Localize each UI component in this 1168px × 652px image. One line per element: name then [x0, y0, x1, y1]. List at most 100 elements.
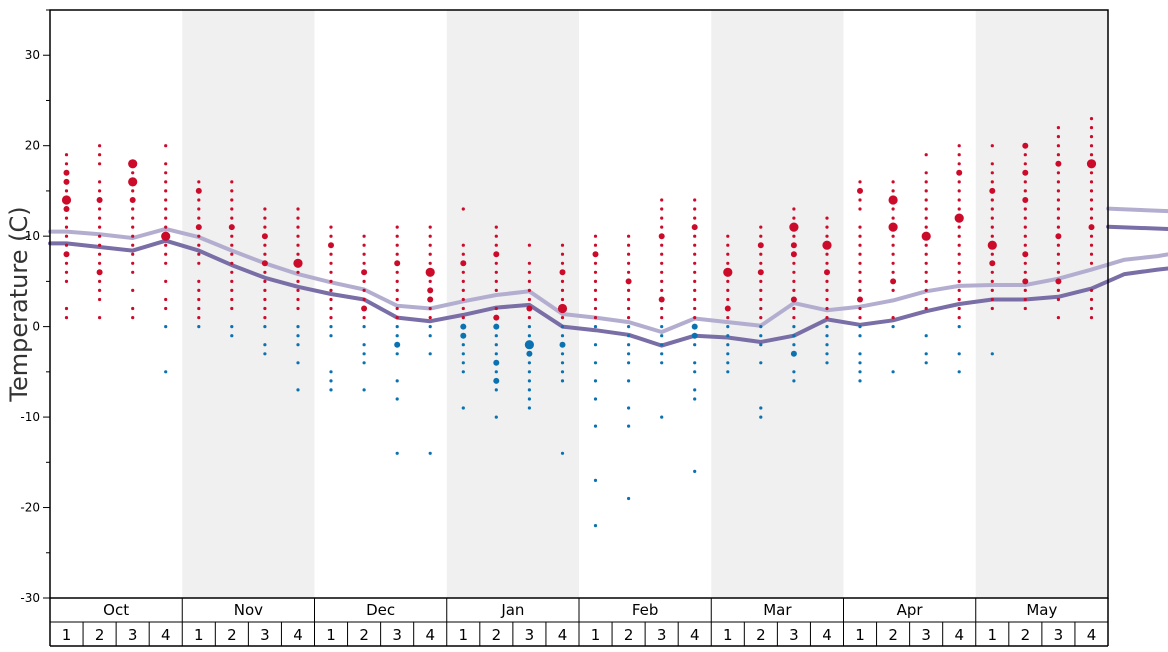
data-point: [627, 379, 631, 383]
data-point: [1055, 160, 1062, 167]
data-point: [526, 350, 533, 357]
data-point: [395, 325, 399, 329]
data-point: [888, 195, 898, 205]
data-point: [461, 270, 465, 274]
data-point: [195, 187, 202, 194]
month-label-feb: Feb: [632, 601, 659, 619]
data-point: [957, 370, 961, 374]
data-point: [891, 261, 895, 265]
data-point: [957, 261, 961, 265]
data-point: [395, 397, 399, 401]
data-point: [98, 316, 102, 320]
data-point: [362, 361, 366, 365]
data-point: [131, 189, 135, 193]
data-point: [660, 270, 664, 274]
data-point: [1023, 153, 1027, 157]
data-point: [627, 243, 631, 247]
data-point: [1023, 306, 1027, 311]
series-line-lower: [48, 224, 1168, 348]
week-label: 1: [855, 626, 865, 644]
data-point: [164, 198, 168, 202]
data-point: [858, 288, 862, 292]
data-point: [1089, 171, 1094, 175]
week-label: 2: [359, 626, 369, 644]
data-point: [627, 343, 631, 347]
data-point: [1023, 180, 1027, 184]
data-point: [527, 406, 532, 410]
data-point: [825, 334, 829, 338]
data-point: [825, 279, 829, 283]
data-point: [693, 288, 697, 292]
data-point: [494, 234, 498, 238]
data-point: [197, 325, 201, 329]
data-point: [527, 270, 532, 274]
data-point: [660, 216, 664, 220]
data-point: [197, 207, 201, 211]
data-point: [461, 316, 465, 320]
data-point: [296, 207, 300, 211]
data-point: [230, 261, 234, 265]
data-point: [164, 162, 168, 166]
data-point: [461, 370, 465, 374]
data-point: [296, 243, 300, 247]
data-point: [96, 269, 103, 276]
data-point: [627, 406, 631, 410]
data-point: [1055, 278, 1062, 285]
data-point: [593, 234, 598, 238]
data-point: [1089, 117, 1094, 121]
data-point: [96, 197, 103, 203]
data-point: [64, 189, 69, 193]
y-axis-label: Temperature (C): [5, 206, 33, 402]
data-point: [164, 261, 168, 265]
data-point: [1022, 278, 1029, 285]
data-point: [428, 352, 432, 356]
data-point: [329, 279, 333, 283]
data-point: [197, 243, 201, 247]
data-point: [131, 306, 135, 311]
data-point: [427, 287, 434, 294]
data-point: [1056, 207, 1060, 211]
data-point: [493, 251, 500, 258]
data-point: [858, 306, 862, 311]
data-point: [1023, 162, 1027, 166]
data-point: [790, 350, 797, 357]
month-shade-may: [975, 10, 1108, 598]
data-point: [395, 297, 399, 302]
data-point: [858, 352, 862, 356]
data-point: [627, 252, 631, 256]
data-point: [362, 316, 366, 320]
data-point: [759, 361, 763, 365]
data-point: [924, 297, 928, 302]
data-point: [990, 270, 994, 274]
data-point: [726, 279, 730, 283]
data-point: [693, 306, 697, 311]
data-point: [790, 296, 797, 303]
data-point: [792, 207, 796, 211]
data-point: [362, 297, 366, 302]
data-point: [329, 225, 333, 229]
data-point: [263, 306, 267, 311]
data-point: [164, 325, 168, 329]
data-point: [263, 207, 267, 211]
data-point: [759, 316, 763, 320]
data-point: [460, 260, 467, 267]
data-point: [593, 279, 598, 283]
week-label: 4: [822, 626, 832, 644]
data-point: [164, 252, 168, 256]
data-point: [329, 316, 333, 320]
data-point: [1022, 142, 1029, 149]
data-point: [296, 343, 300, 347]
data-point: [526, 305, 533, 312]
data-point: [197, 252, 201, 256]
data-point: [858, 252, 862, 256]
data-point: [263, 316, 267, 320]
data-point: [759, 252, 763, 256]
data-point: [593, 361, 598, 365]
temperature-points: [61, 117, 1097, 528]
data-point: [460, 323, 467, 330]
data-point: [792, 325, 796, 329]
data-point: [1023, 225, 1027, 229]
data-point: [493, 314, 500, 321]
data-point: [824, 269, 830, 276]
data-point: [527, 334, 532, 338]
